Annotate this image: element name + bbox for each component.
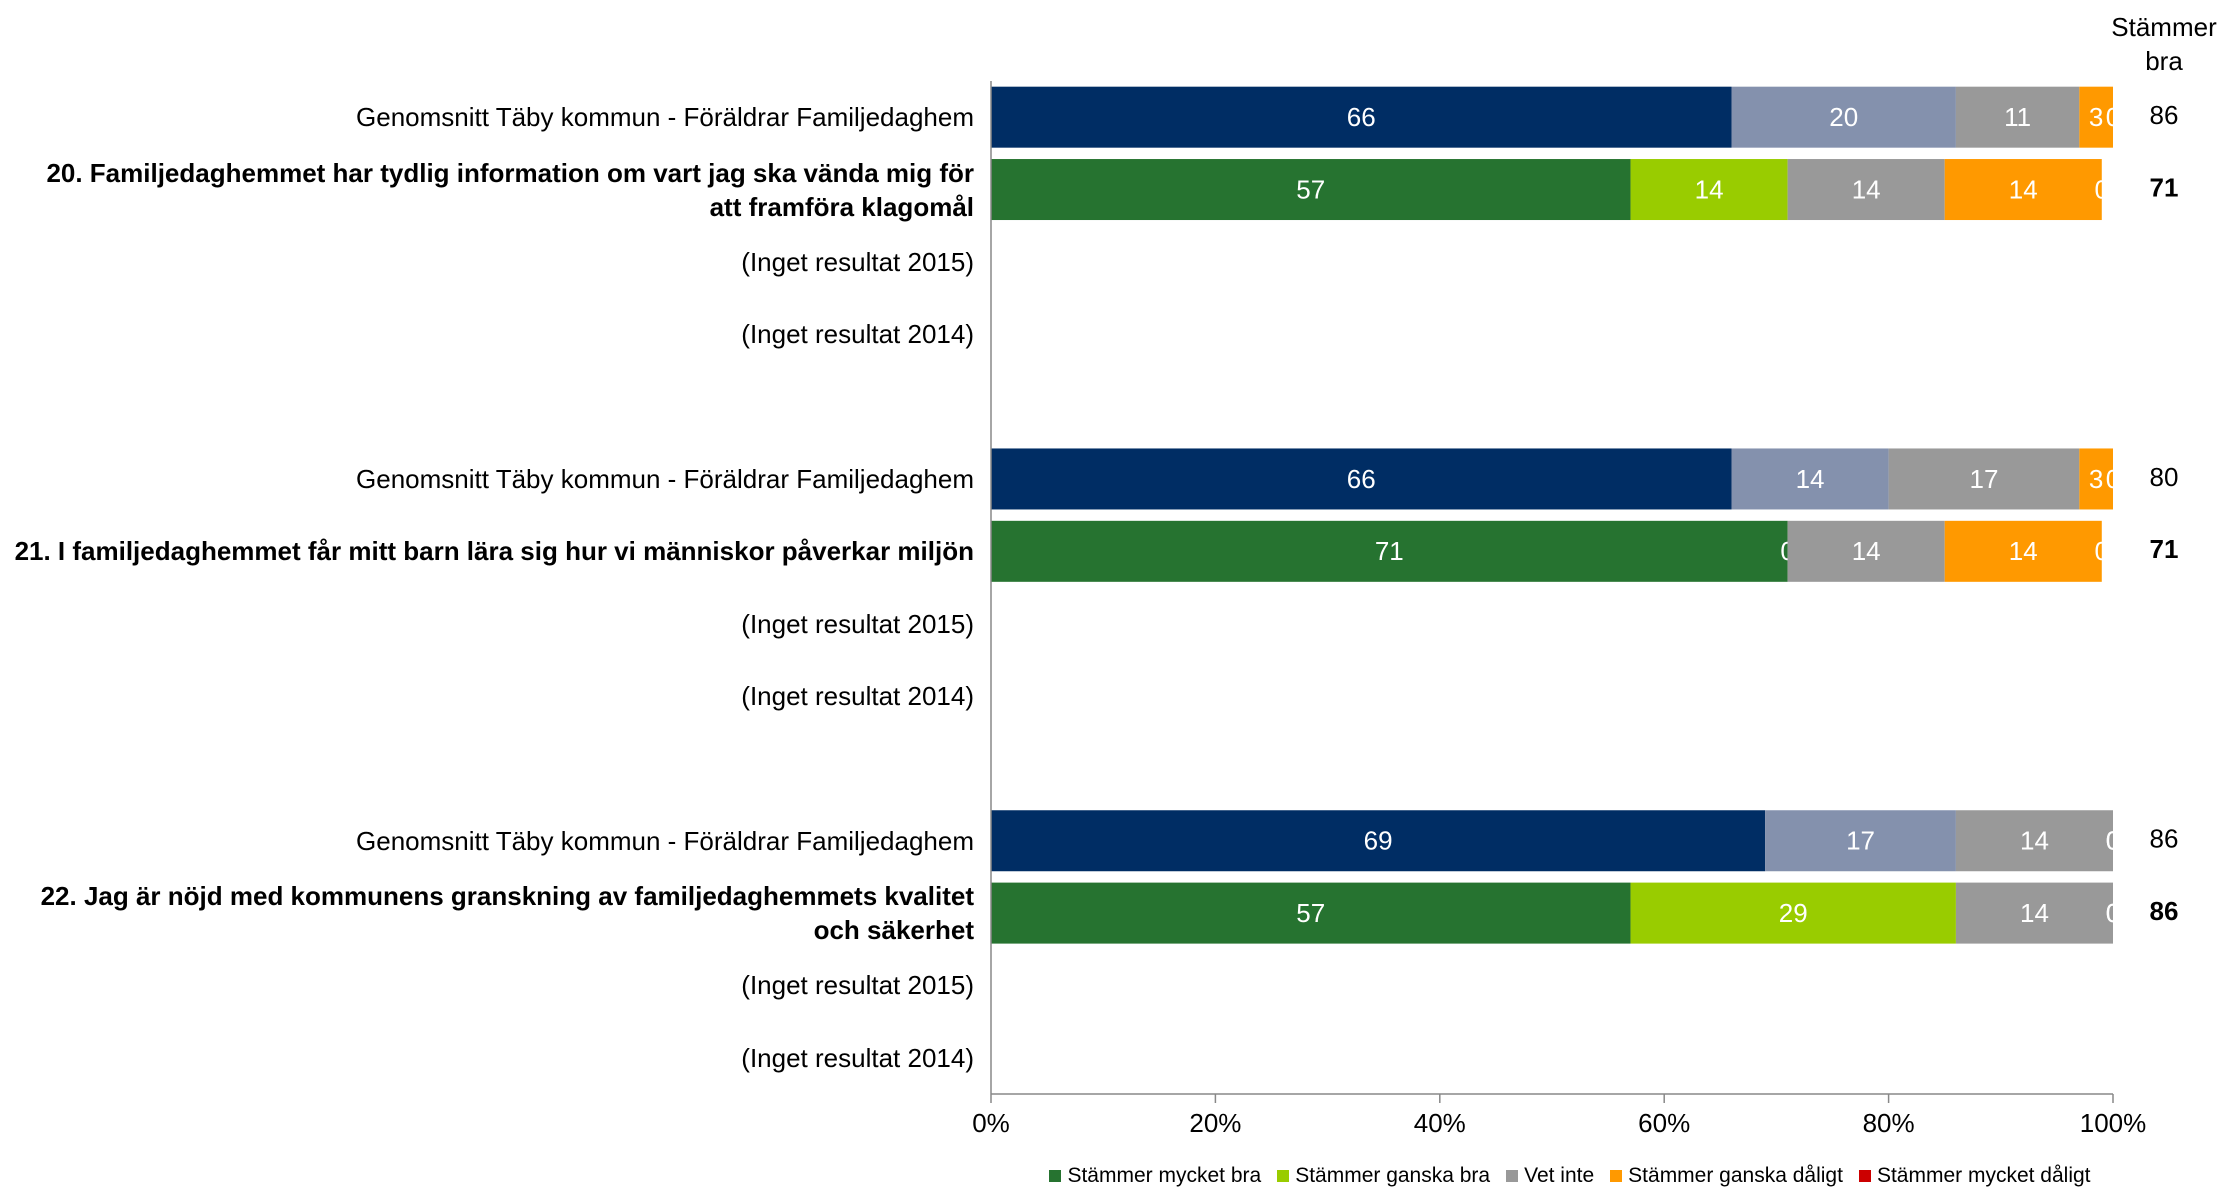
bar-value-label: 57 (1296, 898, 1325, 928)
right-column-title: Stämmer bra (2111, 12, 2217, 76)
bar-segment (1944, 159, 2102, 221)
bar-segment (1888, 448, 2080, 510)
bar-value-label: 14 (1695, 174, 1724, 204)
bar-value-label: 0 (2106, 464, 2120, 494)
bar-value-label: 0 (2106, 102, 2120, 132)
bar-segment (1955, 810, 2113, 872)
legend-item: Stämmer ganska bra (1277, 1164, 1490, 1188)
bar-segment (1955, 86, 2080, 148)
bar-segment (991, 882, 1631, 944)
bar-segment (1731, 86, 1956, 148)
legend-item: Vet inte (1506, 1164, 1594, 1188)
right-column-value: 86 (2150, 100, 2179, 130)
x-tick-label: 40% (1414, 1108, 1466, 1138)
category-label: 21. I familjedaghemmet får mitt barn lär… (14, 536, 974, 567)
right-column-value: 86 (2150, 824, 2179, 854)
category-label: 22. Jag är nöjd med kommunens granskning… (40, 881, 974, 946)
category-label: (Inget resultat 2015) (741, 246, 974, 277)
legend-label: Stämmer ganska dåligt (1628, 1164, 1843, 1187)
bar-value-label: 57 (1296, 174, 1325, 204)
legend-label: Stämmer ganska bra (1295, 1164, 1491, 1187)
bar-value-label: 66 (1347, 102, 1376, 132)
bar-value-label: 71 (1375, 536, 1404, 566)
category-label: (Inget resultat 2015) (741, 970, 974, 1001)
x-tick-label: 100% (2080, 1108, 2147, 1138)
category-label: (Inget resultat 2015) (741, 608, 974, 639)
bar-value-label: 0 (2106, 898, 2120, 928)
bar-value-label: 0 (2095, 536, 2109, 566)
category-label: (Inget resultat 2014) (741, 1042, 974, 1073)
bar-segment (1765, 810, 1956, 872)
legend-item: Stämmer mycket dåligt (1858, 1164, 2091, 1188)
bar-value-label: 69 (1364, 826, 1393, 856)
right-column-value: 86 (2150, 896, 2179, 926)
bar-value-label: 0 (2106, 898, 2120, 928)
x-tick-label: 0% (972, 1108, 1010, 1138)
legend-swatch (1506, 1170, 1519, 1182)
bar-value-label: 14 (1852, 536, 1881, 566)
right-column-value: 71 (2150, 534, 2179, 564)
legend-swatch (1858, 1170, 1871, 1182)
right-column-value: 71 (2150, 172, 2179, 202)
bar-value-label: 14 (1796, 464, 1825, 494)
category-label: Genomsnitt Täby kommun - Föräldrar Famil… (356, 463, 974, 494)
bar-segment (991, 448, 1732, 510)
bar-value-label: 14 (2009, 536, 2038, 566)
bar-value-label: 0 (2095, 174, 2109, 204)
category-label: (Inget resultat 2014) (741, 681, 974, 712)
bar-segment (1630, 159, 1788, 221)
bar-value-label: 14 (1852, 174, 1881, 204)
bar-value-label: 0 (2106, 826, 2120, 856)
bar-value-label: 17 (1846, 826, 1875, 856)
bar-segment (991, 810, 1766, 872)
legend-swatch (1610, 1170, 1623, 1182)
bar-segment (2079, 448, 2113, 510)
bar-segment (1787, 159, 1945, 221)
x-tick-label: 20% (1189, 1108, 1241, 1138)
bar-value-label: 14 (2009, 174, 2038, 204)
legend-swatch (1049, 1170, 1062, 1182)
bar-segment (1731, 448, 1889, 510)
category-label: Genomsnitt Täby kommun - Föräldrar Famil… (356, 825, 974, 856)
legend-item: Stämmer mycket bra (1049, 1164, 1261, 1188)
bar-segment (991, 86, 1732, 148)
legend-label: Vet inte (1524, 1164, 1595, 1187)
bar-value-label: 3 (2089, 102, 2103, 132)
bar-value-label: 14 (2020, 898, 2049, 928)
bar-value-label: 17 (1970, 464, 1999, 494)
legend: Stämmer mycket bra Stämmer ganska bra Vet … (960, 1164, 2180, 1188)
bar-segment (991, 520, 1788, 582)
category-label: 20. Familjedaghemmet har tydlig informat… (46, 157, 974, 222)
x-tick-label: 60% (1638, 1108, 1690, 1138)
bar-segment (1955, 882, 2113, 944)
bar-segment (1944, 520, 2102, 582)
bar-value-label: 20 (1829, 102, 1858, 132)
bar-value-label: 0 (2106, 826, 2120, 856)
bar-segment (1787, 520, 1945, 582)
bar-value-label: 11 (2004, 102, 2031, 132)
legend-label: Stämmer mycket bra (1067, 1164, 1262, 1187)
legend-label: Stämmer mycket dåligt (1876, 1164, 2091, 1187)
bar-value-label: 14 (2020, 826, 2049, 856)
x-tick-label: 80% (1863, 1108, 1915, 1138)
bar-value-label: 29 (1779, 898, 1808, 928)
legend-item: Stämmer ganska dåligt (1610, 1164, 1843, 1188)
bar-segment (1630, 882, 1956, 944)
legend-swatch (1277, 1170, 1290, 1182)
bar-value-label: 3 (2089, 464, 2103, 494)
bar-segment (991, 159, 1631, 221)
category-label: (Inget resultat 2014) (741, 319, 974, 350)
bar-value-label: 66 (1347, 464, 1376, 494)
right-column-value: 80 (2150, 462, 2179, 492)
category-label: Genomsnitt Täby kommun - Föräldrar Famil… (356, 102, 974, 133)
bar-segment (2079, 86, 2113, 148)
